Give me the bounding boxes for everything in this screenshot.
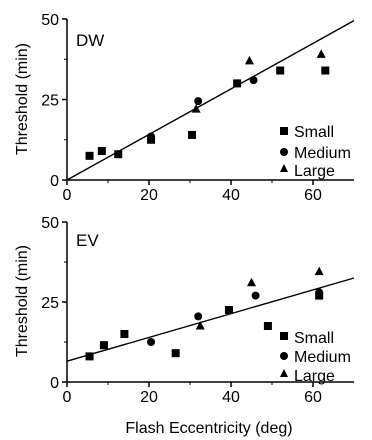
point-small (120, 330, 129, 338)
point-medium (251, 291, 260, 300)
point-small (263, 322, 272, 330)
x-tick-label: 60 (304, 187, 322, 204)
point-small (85, 151, 94, 160)
legend-marker-medium (280, 148, 288, 156)
y-tick-label: 25 (41, 93, 59, 110)
point-small (85, 352, 94, 361)
point-small (99, 341, 108, 350)
legend-marker-medium (280, 352, 288, 360)
x-axis-label: Flash Eccentricity (deg) (125, 420, 292, 437)
x-tick-label: 20 (140, 389, 158, 406)
point-small (171, 349, 180, 358)
legend-top: Small Medium Large (280, 124, 351, 180)
legend-bottom: Small Medium Large (280, 330, 351, 385)
legend-label-medium: Medium (294, 145, 351, 162)
point-small (114, 150, 123, 159)
legend-marker-small (280, 332, 288, 340)
regression-line (66, 277, 355, 362)
panel-dw: DW Threshold (min) Small Medium Large 0 2… (14, 12, 355, 204)
y-tick-label: 50 (41, 12, 59, 29)
y-axis-label-top: Threshold (min) (14, 43, 31, 155)
legend-label-medium: Medium (294, 349, 351, 366)
x-tick-label: 40 (222, 389, 240, 406)
point-small (188, 130, 197, 139)
x-tick-label: 40 (222, 187, 240, 204)
y-tick-label: 0 (50, 173, 59, 190)
point-small (276, 66, 285, 75)
y-axis-label-bottom: Threshold (min) (14, 245, 31, 357)
legend-label-small: Small (294, 124, 334, 141)
point-large (316, 49, 326, 58)
panel-label-ev: EV (76, 231, 99, 250)
legend-marker-small (280, 127, 288, 135)
point-medium (147, 132, 156, 141)
point-large (314, 266, 324, 276)
point-medium (315, 288, 324, 297)
point-small (224, 306, 233, 314)
panel-ev: EV Threshold (min) Small Medium Large Fl… (14, 215, 355, 437)
point-large (191, 104, 201, 113)
point-small (233, 79, 242, 88)
point-medium (194, 97, 203, 106)
panel-label-dw: DW (76, 31, 104, 50)
point-medium (249, 76, 258, 85)
point-small (321, 66, 330, 75)
x-tick-label: 60 (304, 389, 322, 406)
point-large (247, 277, 256, 287)
x-tick-label: 0 (63, 187, 72, 204)
y-tick-label: 25 (41, 295, 59, 312)
point-medium (147, 338, 156, 346)
y-tick-label: 0 (50, 375, 59, 392)
point-medium (194, 312, 203, 321)
point-large (195, 321, 205, 330)
legend-label-large: Large (294, 368, 335, 385)
point-large (244, 55, 254, 65)
legend-marker-large (280, 164, 288, 172)
y-tick-label: 50 (41, 215, 59, 232)
x-tick-label: 20 (140, 187, 158, 204)
legend-label-large: Large (294, 163, 335, 180)
legend-label-small: Small (294, 330, 334, 347)
legend-marker-large (280, 369, 288, 377)
point-small (97, 147, 106, 156)
x-tick-label: 0 (63, 389, 72, 406)
